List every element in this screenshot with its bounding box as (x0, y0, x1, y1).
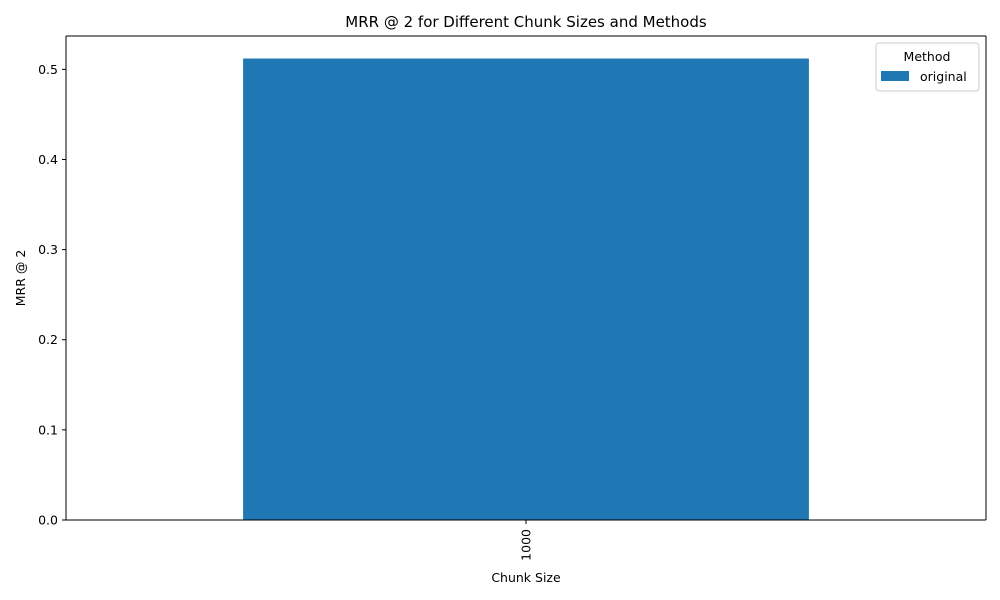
y-axis-label: MRR @ 2 (13, 250, 28, 307)
legend-title: Method (904, 49, 951, 64)
legend: Method original (875, 42, 980, 92)
plot-frame (65, 35, 987, 521)
legend-swatch-original (881, 71, 909, 81)
y-tick-label: 0.2 (38, 332, 58, 347)
y-tick-label: 0.3 (38, 242, 58, 257)
y-tick-label: 0.4 (38, 152, 58, 167)
bar-original-1000 (243, 58, 809, 520)
y-tick-label: 0.0 (38, 513, 58, 528)
y-tick-label: 0.5 (38, 62, 58, 77)
x-tick-label: 1000 (519, 529, 534, 561)
y-tick-label: 0.1 (38, 422, 58, 437)
chart-title: MRR @ 2 for Different Chunk Sizes and Me… (345, 13, 707, 31)
x-axis-label: Chunk Size (491, 570, 561, 585)
legend-label-original: original (920, 69, 967, 84)
